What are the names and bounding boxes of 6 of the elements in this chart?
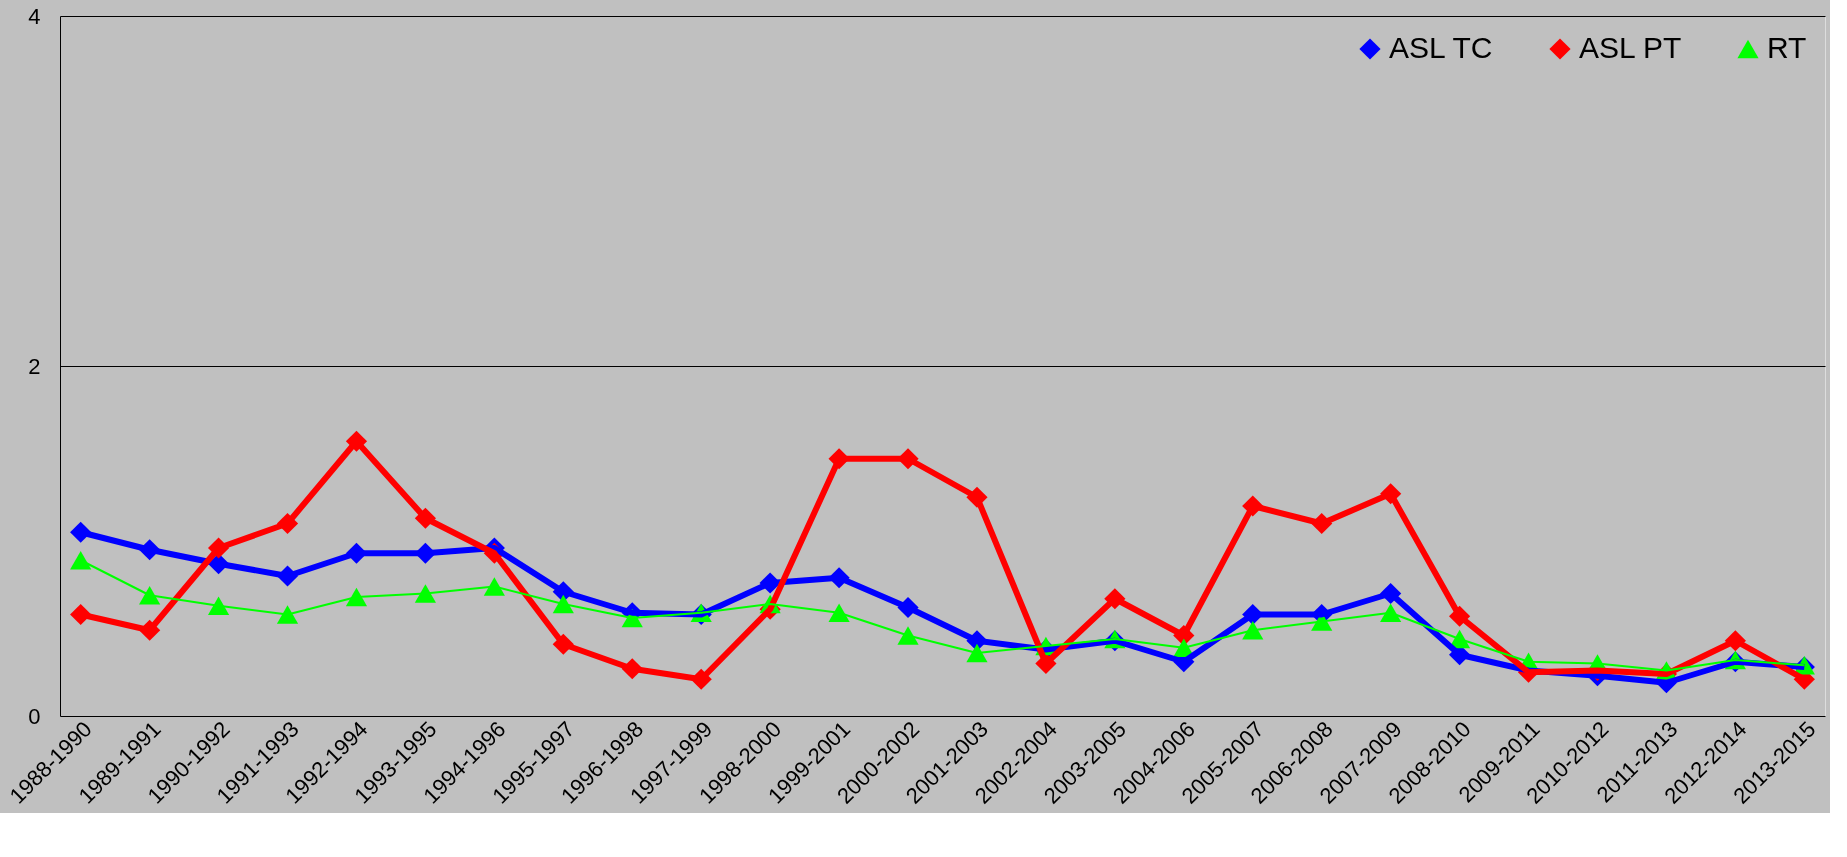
- legend-label: ASL TC: [1389, 31, 1493, 64]
- y-tick-label: 2: [28, 353, 41, 379]
- legend-label: ASL PT: [1579, 31, 1682, 64]
- y-tick-label: 4: [28, 3, 41, 29]
- y-tick-label: 0: [28, 703, 41, 729]
- legend-label: RT: [1767, 31, 1807, 64]
